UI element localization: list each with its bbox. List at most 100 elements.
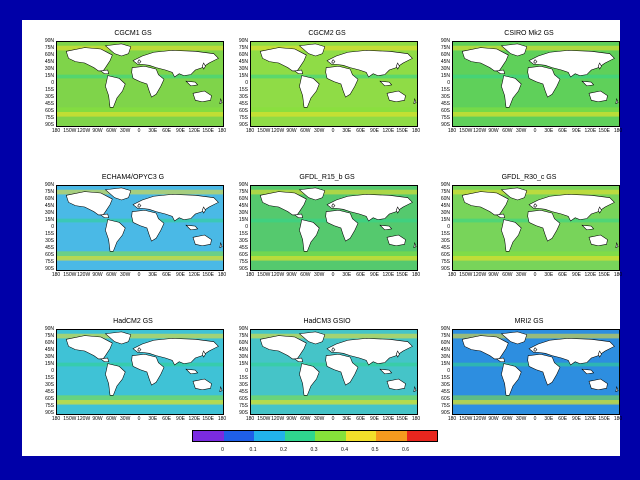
panel-title: CGCM2 GS <box>308 30 346 37</box>
y-tick-label: 30S <box>239 382 248 388</box>
y-tick-label: 75S <box>45 115 54 121</box>
x-tick-label: 150E <box>598 416 610 422</box>
map-field <box>57 42 223 126</box>
y-tick-label: 0 <box>447 80 450 86</box>
landmass <box>326 50 413 78</box>
y-tick-label: 45N <box>440 59 450 65</box>
x-tick-label: 150E <box>202 128 214 134</box>
y-tick-label: 60N <box>44 196 54 202</box>
map-plot <box>250 41 418 127</box>
y-tick-label: 30N <box>440 66 450 72</box>
y-tick-label: 60S <box>239 396 248 402</box>
landmass <box>386 234 406 247</box>
y-tick-label: 45S <box>45 389 54 395</box>
y-tick-label: 60N <box>44 52 54 58</box>
landmass <box>299 363 320 396</box>
map-panel: GFDL_R30_c GS 90N 75N 60N 45N 30N 15N 0 15S 30S 45… <box>436 174 622 280</box>
y-tick-label: 45S <box>239 101 248 107</box>
landmass <box>105 363 126 396</box>
x-tick-label: 150W <box>63 128 77 134</box>
x-tick-label: 180 <box>217 416 227 422</box>
x-tick-label: 180 <box>51 416 61 422</box>
x-tick-label: 90E <box>176 272 185 278</box>
x-tick-label: 0 <box>331 272 335 278</box>
landmass <box>528 50 615 78</box>
landmass <box>395 62 400 70</box>
landmass <box>294 213 303 219</box>
x-tick-label: 180 <box>245 128 255 134</box>
map-field <box>57 330 223 414</box>
y-tick-label: 0 <box>245 368 248 374</box>
colorbar-label: 0 <box>221 447 224 453</box>
x-tick-label: 60W <box>300 416 311 422</box>
landmass <box>588 90 608 103</box>
landmass <box>299 219 320 252</box>
map-panel: HadCM2 GS 90N 75N 60N 45N 30N 15N 0 15S 30S 45S 60S… <box>40 318 226 424</box>
map-panel: CGCM2 GS 90N 75N 60N 45N 30N 15N 0 15S 30S 45S 60S 7… <box>234 30 420 136</box>
y-tick-label: 30S <box>239 94 248 100</box>
landmass <box>496 213 505 219</box>
map-panel: CGCM1 GS 90N 75N 60N 45N 30N 15N 0 15S 30S 45S 60S 7… <box>40 30 226 136</box>
landmass <box>325 65 359 98</box>
landmass <box>104 187 132 201</box>
y-tick-label: 75N <box>238 189 248 195</box>
x-tick-label: 0 <box>137 128 141 134</box>
landmass <box>132 194 219 222</box>
map-plot <box>250 329 418 415</box>
x-tick-label: 90W <box>286 272 297 278</box>
colorbar-label: 0.6 <box>402 447 409 453</box>
map-plot <box>56 185 224 271</box>
x-tick-label: 60W <box>106 416 117 422</box>
y-tick-label: 60S <box>239 108 248 114</box>
x-tick-label: 30E <box>342 128 352 134</box>
field-band <box>57 107 223 116</box>
landmass <box>325 209 359 242</box>
map-field <box>453 186 619 270</box>
colorbar-label: 0.5 <box>371 447 379 453</box>
landmass <box>528 338 615 366</box>
y-tick-label: 15S <box>441 87 450 93</box>
x-tick-label: 60E <box>162 128 172 134</box>
y-tick-label: 30S <box>441 94 450 100</box>
x-tick-label: 30W <box>516 272 527 278</box>
x-tick-label: 0 <box>137 416 141 422</box>
landmass <box>298 331 326 345</box>
field-band <box>453 251 619 260</box>
x-tick-label: 150W <box>63 272 77 278</box>
field-band <box>57 189 223 195</box>
x-tick-label: 60E <box>558 272 568 278</box>
y-tick-label: 30N <box>238 66 248 72</box>
x-tick-label: 60E <box>356 272 366 278</box>
x-tick-label: 120E <box>382 272 395 278</box>
landmass <box>185 80 199 87</box>
panel-title: CSIRO Mk2 GS <box>504 30 554 37</box>
x-tick-label: 150E <box>396 128 408 134</box>
field-band <box>251 189 417 195</box>
map-field <box>453 42 619 126</box>
landmass <box>395 206 400 214</box>
y-tick-label: 0 <box>245 224 248 230</box>
landmass <box>325 353 359 386</box>
colorbar-segment <box>345 431 376 441</box>
landmass <box>500 187 528 201</box>
x-tick-label: 90E <box>572 128 581 134</box>
y-tick-label: 15S <box>441 375 450 381</box>
landmass <box>100 69 109 75</box>
y-tick-label: 15S <box>441 231 450 237</box>
y-tick-label: 15S <box>239 231 248 237</box>
y-tick-label: 15N <box>440 73 450 79</box>
x-tick-label: 180 <box>217 272 227 278</box>
field-band <box>251 107 417 116</box>
y-tick-label: 75N <box>440 333 450 339</box>
map-field <box>57 186 223 270</box>
colorbar-segment <box>284 431 315 441</box>
x-tick-label: 150W <box>63 416 77 422</box>
y-tick-label: 90S <box>239 410 248 416</box>
x-tick-label: 90W <box>488 128 499 134</box>
y-tick-label: 75N <box>44 45 54 51</box>
x-tick-label: 120E <box>584 416 597 422</box>
landmass <box>104 43 132 57</box>
y-tick-label: 90S <box>239 122 248 128</box>
x-tick-label: 30W <box>314 128 325 134</box>
colorbar-segment <box>376 431 407 441</box>
